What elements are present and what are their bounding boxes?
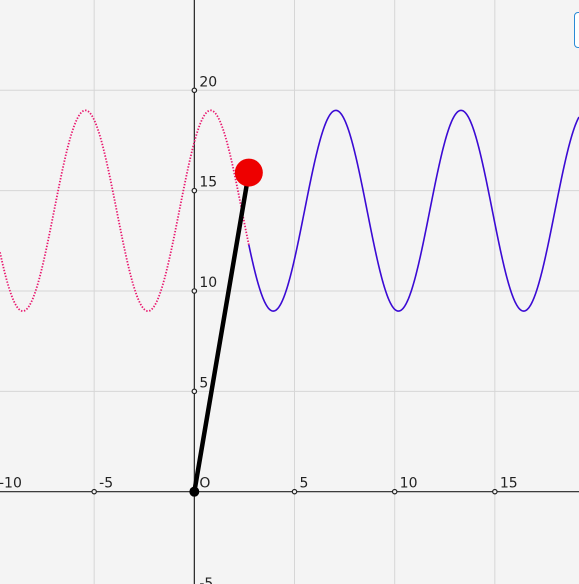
origin-label: O (199, 476, 210, 492)
tick-mark (191, 388, 198, 395)
radius-segment (192, 170, 252, 494)
x-tick-label: -5 (99, 476, 113, 492)
tick-mark (191, 288, 198, 294)
axis-ticks (91, 87, 498, 495)
x-tick-label: 5 (300, 476, 309, 492)
tick-mark (492, 488, 498, 495)
y-tick-label: 10 (199, 275, 217, 291)
origin-point[interactable] (189, 486, 200, 497)
tick-mark (191, 87, 198, 94)
y-tick-label: -5 (199, 576, 213, 584)
y-tick-label: 20 (199, 74, 217, 90)
curve-trace-solid (248, 109, 579, 312)
x-tick-label: 10 (400, 476, 418, 492)
moving-point[interactable] (234, 158, 263, 187)
x-tick-label: -10 (0, 476, 22, 492)
tick-labels: O -10 -5 5 10 15 20 15 10 5 -5 (0, 74, 518, 584)
y-tick-label: 15 (199, 175, 217, 191)
y-tick-label: 5 (199, 375, 208, 391)
tick-mark (91, 488, 97, 495)
toolbar-toggle-button[interactable] (574, 12, 579, 48)
tick-mark (391, 488, 398, 495)
tick-mark (191, 187, 198, 194)
tick-mark (291, 488, 298, 495)
x-tick-label: 15 (500, 476, 518, 492)
curve-trace-dotted (0, 109, 250, 312)
sine-curve (0, 109, 579, 312)
